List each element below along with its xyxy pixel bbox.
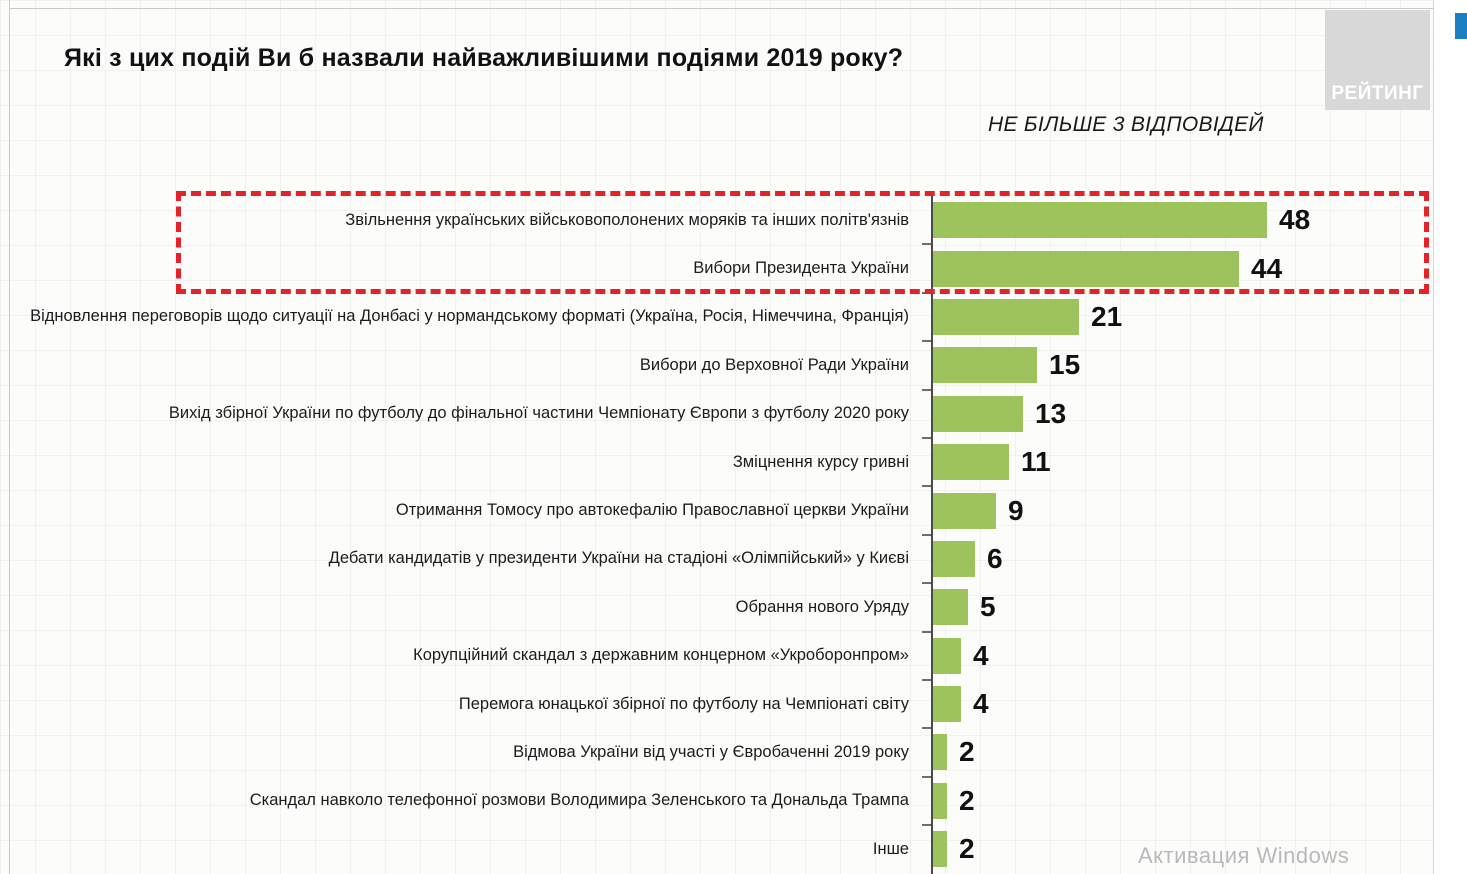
chart-row: Вихід збірної України по футболу до фіна…	[0, 388, 1467, 438]
bar-chart: Звільнення українських військовополонени…	[0, 196, 1467, 873]
axis-tick	[922, 243, 931, 246]
bar	[933, 637, 961, 674]
chart-row: Перемога юнацької збірної по футболу на …	[0, 678, 1467, 728]
bar-label: Відмова України від участі у Євробаченні…	[513, 742, 909, 761]
axis-tick	[922, 630, 931, 633]
bar-zone: 6	[921, 535, 1003, 583]
activate-windows-watermark: Активация Windows	[1138, 843, 1350, 868]
bar-label: Скандал навколо телефонної розмови Волод…	[249, 791, 909, 810]
bar	[933, 589, 968, 626]
bar-label: Відновлення переговорів щодо ситуації на…	[30, 307, 909, 326]
chart-row: Отримання Томосу про автокефалію Правосл…	[0, 485, 1467, 534]
bar-label: Звільнення українських військовополонени…	[345, 210, 909, 229]
bar-value: 4	[973, 688, 989, 720]
bar-label: Вихід збірної України по футболу до фіна…	[168, 404, 909, 423]
bar-value: 48	[1279, 204, 1311, 236]
bar-zone: 5	[921, 583, 996, 631]
chart-row: Дебати кандидатів у президенти України н…	[0, 533, 1467, 583]
axis-tick	[922, 824, 931, 827]
bar	[933, 202, 1267, 239]
chart-row: Відновлення переговорів щодо ситуації на…	[0, 291, 1467, 341]
bar-label: Корупційний скандал з державним концерно…	[413, 646, 909, 665]
chart-note: НЕ БІЛЬШЕ 3 ВІДПОВІДЕЙ	[988, 113, 1264, 136]
bar-value: 15	[1049, 349, 1081, 381]
blue-accent-marker	[1455, 13, 1467, 39]
bar	[933, 782, 947, 819]
chart-row: Вибори до Верховної Ради України 15	[0, 340, 1467, 389]
bar-value: 13	[1035, 397, 1067, 429]
bar-zone: 9	[921, 486, 1024, 534]
bar-value: 4	[973, 639, 989, 671]
chart-row: Скандал навколо телефонної розмови Волод…	[0, 775, 1467, 825]
bar-zone: 2	[921, 825, 975, 873]
bar-zone: 48	[921, 196, 1310, 244]
axis-tick	[922, 727, 931, 730]
slide-left-border	[9, 0, 10, 874]
bar-value: 9	[1008, 494, 1024, 526]
bar-label: Обрання нового Уряду	[735, 597, 909, 616]
bar-zone: 4	[921, 632, 989, 680]
axis-tick	[922, 582, 931, 585]
axis-tick	[922, 436, 931, 439]
axis-tick	[922, 485, 931, 488]
bar	[933, 831, 947, 868]
chart-title: Які з цих подій Ви б назвали найважливіш…	[64, 44, 904, 72]
chart-row: Відмова України від участі у Євробаченні…	[0, 727, 1467, 776]
bar	[933, 444, 1009, 481]
bar	[933, 347, 1037, 384]
bar-label: Зміцнення курсу гривні	[732, 452, 909, 471]
bar-label: Перемога юнацької збірної по футболу на …	[458, 694, 909, 713]
bar	[933, 734, 947, 771]
chart-row: Корупційний скандал з державним концерно…	[0, 630, 1467, 680]
bar-zone: 4	[921, 680, 989, 728]
bar-zone: 2	[921, 728, 975, 776]
bar-zone: 13	[921, 390, 1066, 438]
bar-zone: 2	[921, 777, 975, 825]
bar-zone: 21	[921, 293, 1122, 341]
chart-row: Інше 2	[0, 824, 1467, 873]
axis-tick	[922, 775, 931, 778]
chart-row: Зміцнення курсу гривні 11	[0, 436, 1467, 486]
chart-row: Обрання нового Уряду 5	[0, 582, 1467, 631]
bar-label: Дебати кандидатів у президенти України н…	[328, 549, 909, 568]
bar-value: 6	[987, 542, 1003, 574]
axis-tick	[922, 340, 931, 343]
bar-value: 11	[1021, 446, 1051, 478]
axis-tick	[922, 388, 931, 391]
chart-row: Вибори Президента України 44	[0, 243, 1467, 292]
bar-label: Інше	[872, 839, 909, 858]
bar-value: 2	[959, 784, 975, 816]
right-margin-strip	[1433, 0, 1467, 874]
bar-label: Вибори Президента України	[693, 259, 909, 278]
slide-top-border	[9, 8, 1433, 9]
bar	[933, 492, 996, 529]
rating-logo-text: РЕЙТИНГ	[1331, 83, 1424, 104]
bar-value: 2	[959, 736, 975, 768]
bar-zone: 11	[921, 438, 1051, 486]
bar	[933, 250, 1239, 287]
bar-zone: 44	[921, 244, 1282, 292]
axis-tick	[922, 533, 931, 536]
bar	[933, 686, 961, 723]
rating-group-logo: РЕЙТИНГ	[1325, 10, 1430, 110]
bar-label: Отримання Томосу про автокефалію Правосл…	[395, 501, 909, 520]
axis-tick	[922, 678, 931, 681]
bar	[933, 540, 975, 577]
bar-value: 44	[1251, 252, 1283, 284]
bar-value: 2	[959, 833, 975, 865]
category-axis-line	[931, 194, 933, 874]
chart-row: Звільнення українських військовополонени…	[0, 196, 1467, 244]
bar-zone: 15	[921, 341, 1080, 389]
bar	[933, 395, 1023, 432]
bar-value: 5	[980, 591, 996, 623]
bar-value: 21	[1091, 300, 1123, 332]
bar	[933, 298, 1079, 335]
bar-label: Вибори до Верховної Ради України	[639, 355, 909, 374]
